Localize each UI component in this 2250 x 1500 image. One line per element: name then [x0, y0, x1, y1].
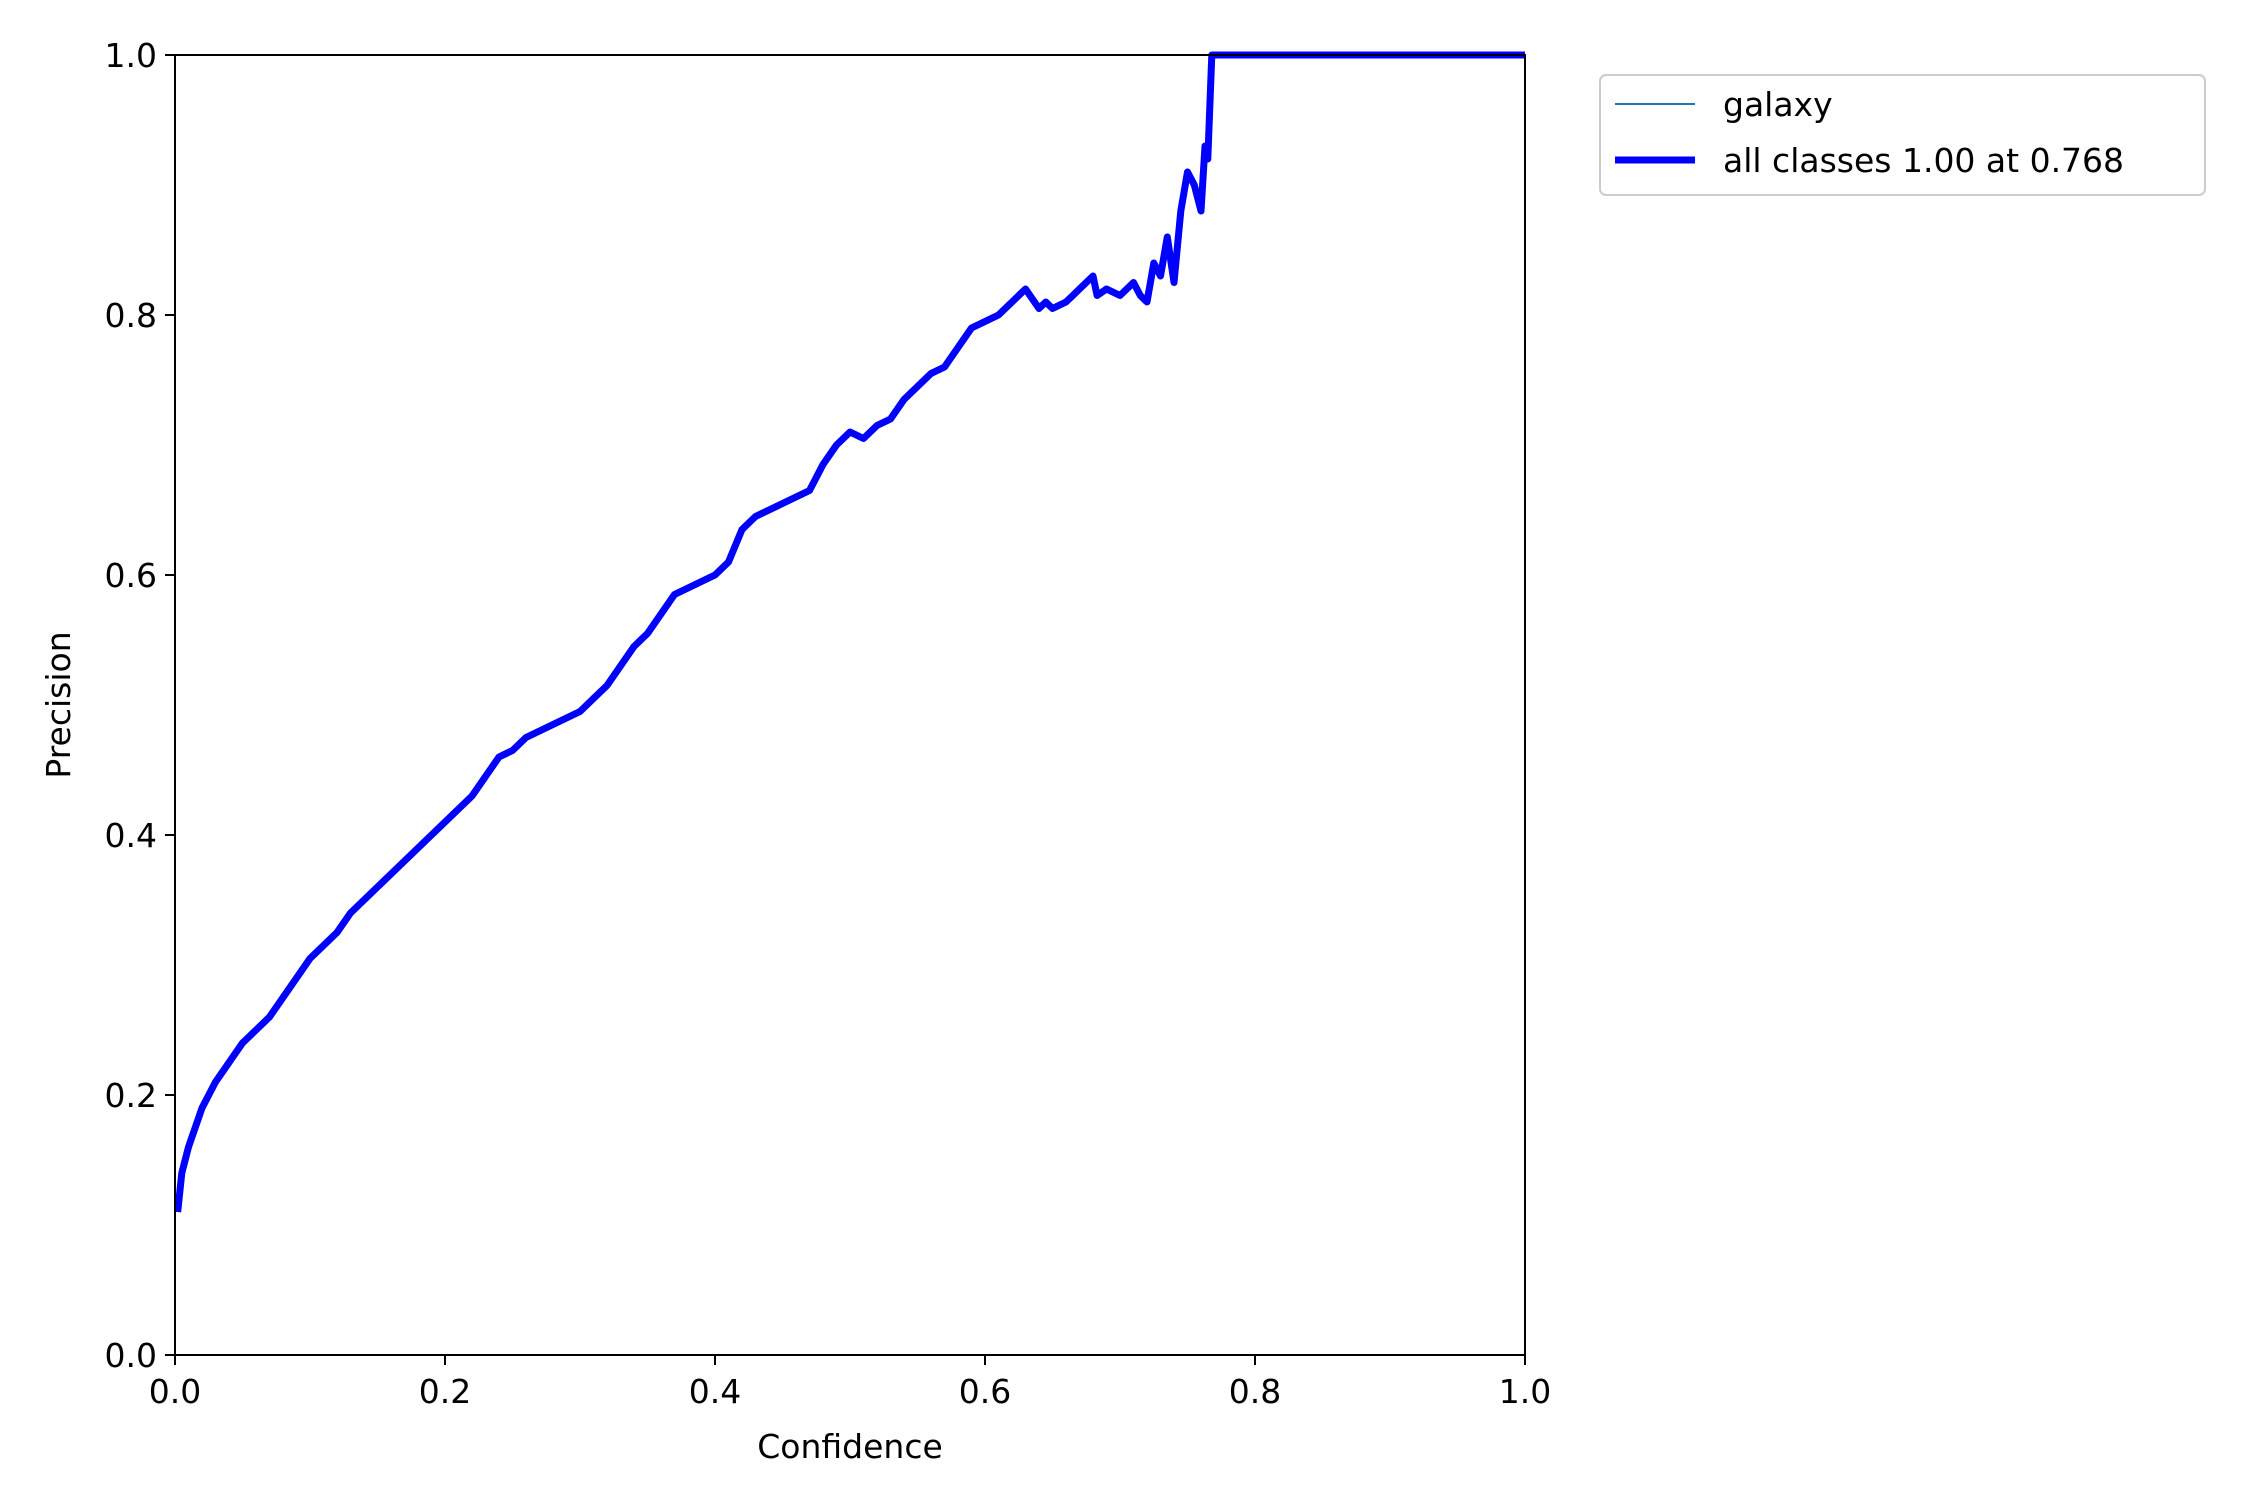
y-axis: 0.0 0.2 0.4 0.6 0.8 1.0 [105, 36, 175, 1375]
y-tick-label: 0.2 [105, 1076, 157, 1115]
legend-label-all-classes: all classes 1.00 at 0.768 [1723, 141, 2124, 180]
legend: galaxy all classes 1.00 at 0.768 [1599, 74, 2206, 196]
y-tick-label: 1.0 [105, 36, 157, 75]
x-tick-label: 0.0 [149, 1372, 201, 1411]
y-axis-label: Precision [39, 631, 78, 778]
legend-box [1599, 74, 2206, 196]
x-tick-label: 0.4 [689, 1372, 741, 1411]
y-tick-label: 0.6 [105, 556, 157, 595]
x-tick-label: 0.2 [419, 1372, 471, 1411]
x-axis-label: Confidence [757, 1427, 943, 1466]
legend-label-galaxy: galaxy [1723, 85, 1833, 124]
y-tick-label: 0.4 [105, 816, 157, 855]
y-tick-label: 0.0 [105, 1336, 157, 1375]
y-tick-label: 0.8 [105, 296, 157, 335]
x-tick-label: 0.6 [959, 1372, 1011, 1411]
series-line-1 [174, 51, 1525, 1213]
x-axis: 0.0 0.2 0.4 0.6 0.8 1.0 [149, 1355, 1551, 1411]
series-layer [174, 51, 1525, 1213]
x-tick-label: 1.0 [1499, 1372, 1551, 1411]
x-tick-label: 0.8 [1229, 1372, 1281, 1411]
plot-frame [174, 54, 1526, 1356]
